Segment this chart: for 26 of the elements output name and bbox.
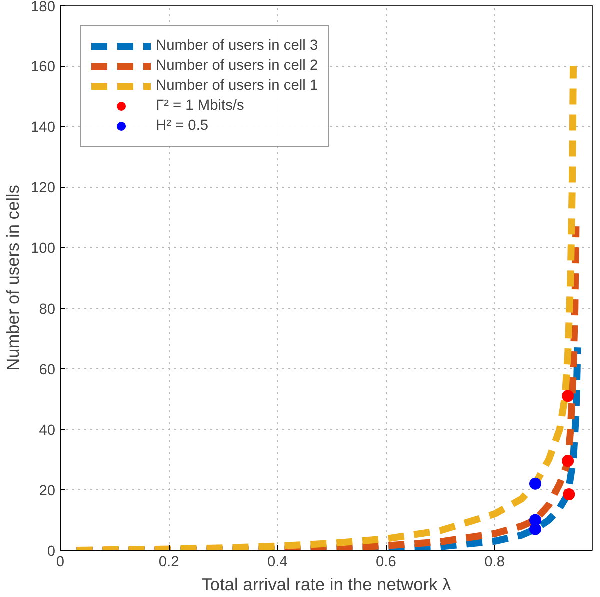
legend-label: Number of users in cell 2 bbox=[156, 58, 318, 74]
x-tick-label: 0.8 bbox=[484, 554, 505, 570]
legend-label: H² = 0.5 bbox=[156, 118, 209, 134]
y-tick-label: 80 bbox=[39, 302, 56, 318]
point bbox=[530, 478, 542, 490]
x-axis-title: Total arrival rate in the network λ bbox=[202, 574, 452, 594]
y-tick-label: 20 bbox=[39, 483, 56, 500]
y-tick-label: 120 bbox=[31, 180, 56, 197]
x-tick-label: 0.6 bbox=[376, 554, 396, 570]
y-tick-label: 60 bbox=[39, 362, 56, 378]
y-tick-label: 180 bbox=[31, 0, 56, 16]
point bbox=[563, 488, 576, 500]
x-tick-label: 0.2 bbox=[158, 554, 180, 570]
y-tick-label: 160 bbox=[31, 60, 56, 76]
legend-label: Number of users in cell 3 bbox=[156, 38, 318, 54]
point bbox=[562, 390, 574, 402]
legend-label: Γ² = 1 Mbits/s bbox=[156, 98, 244, 114]
y-tick-label: 100 bbox=[31, 241, 56, 258]
y-tick-label: 140 bbox=[31, 120, 56, 136]
legend-label: Number of users in cell 1 bbox=[156, 78, 318, 94]
x-tick-label: 0.4 bbox=[267, 554, 288, 570]
y-axis-title: Number of users in cells bbox=[3, 184, 24, 371]
y-tick-label: 0 bbox=[47, 544, 56, 560]
point bbox=[530, 523, 542, 536]
point bbox=[562, 455, 574, 468]
y-tick-label: 40 bbox=[39, 422, 56, 439]
